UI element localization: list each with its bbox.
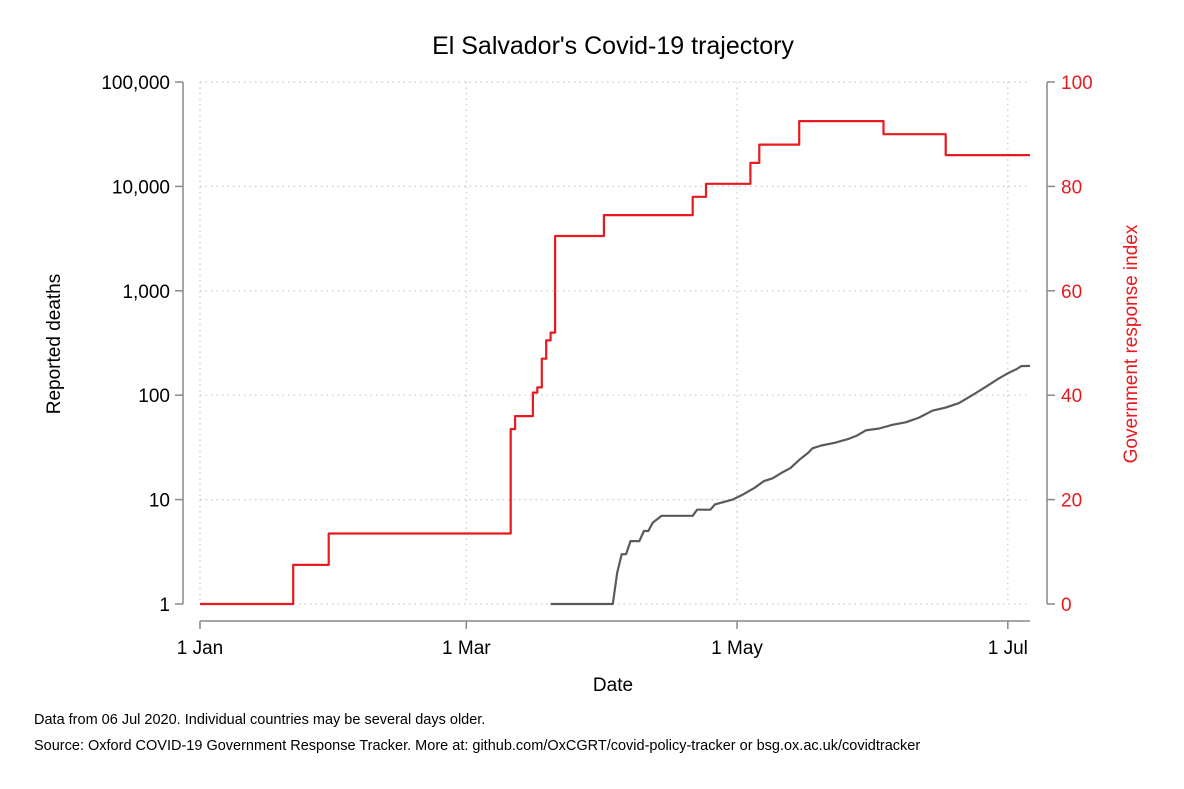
chart: El Salvador's Covid-19 trajectory 1 10 100…	[44, 32, 1142, 696]
y-axis-right-tick-label: 0	[1061, 595, 1072, 616]
y-axis-right-tick-label: 80	[1061, 177, 1082, 198]
grid-lines	[199, 81, 1030, 605]
source-note: Source: Oxford COVID-19 Government Respo…	[34, 738, 921, 754]
y-axis-left-tick-label: 100	[138, 386, 170, 407]
x-axis-tick-label: 1 Jul	[988, 638, 1028, 659]
y-axis-right-tick-label: 100	[1061, 73, 1093, 94]
series-line-government-response-index	[200, 120, 1030, 606]
y-axis-left-label: Reported deaths	[44, 274, 65, 415]
y-axis-right-tick-label: 40	[1061, 386, 1082, 407]
series-line-reported-deaths	[550, 364, 1031, 606]
y-axis-right-label: Government response index	[1121, 224, 1142, 463]
x-axis-tick-label: 1 Jan	[177, 638, 223, 659]
x-axis-label: Date	[593, 675, 633, 696]
y-axis-left-tick-label: 100,000	[101, 73, 170, 94]
data-date-note: Data from 06 Jul 2020. Individual countr…	[34, 712, 486, 728]
series-layer	[200, 120, 1031, 606]
chart-title: El Salvador's Covid-19 trajectory	[432, 32, 794, 60]
y-axis-left-tick-label: 10	[149, 491, 170, 512]
y-axis-left-tick-label: 1	[159, 595, 170, 616]
y-axis-right-tick-label: 60	[1061, 282, 1082, 303]
y-axis-left-tick-label: 1,000	[122, 282, 170, 303]
axes: 1 10 100 1,000 10,000 100,000 0 20 40 60 80 100 1 Ja…	[101, 73, 1092, 659]
x-axis-tick-label: 1 Mar	[442, 638, 491, 659]
y-axis-left-tick-label: 10,000	[112, 177, 170, 198]
y-axis-right-tick-label: 20	[1061, 491, 1082, 512]
x-axis-tick-label: 1 May	[711, 638, 763, 659]
